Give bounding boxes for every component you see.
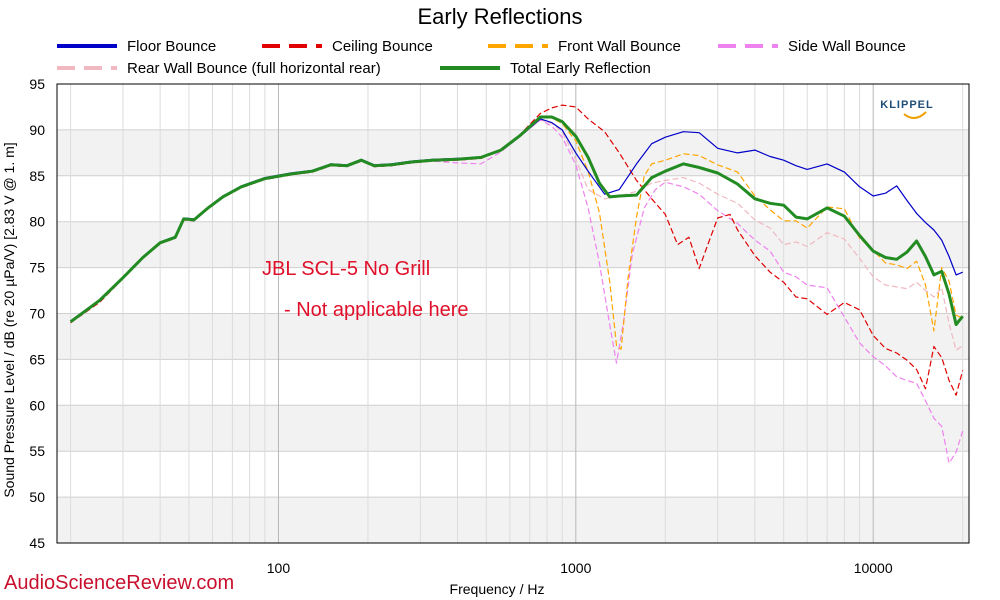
- legend: Floor Bounce Ceiling Bounce Front Wall Bou…: [57, 38, 906, 77]
- band: [57, 405, 969, 452]
- series-line-total-early-reflection: [69, 115, 964, 326]
- legend-label: Front Wall Bounce: [558, 38, 681, 55]
- legend-item: Floor Bounce: [57, 38, 216, 55]
- band: [57, 221, 969, 268]
- y-axis-label: Sound Pressure Level / dB (re 20 µPa/V) …: [1, 142, 17, 497]
- legend-item: Ceiling Bounce: [262, 38, 433, 55]
- legend-label: Side Wall Bounce: [788, 38, 906, 55]
- x-tick-label: 1000: [560, 560, 591, 576]
- legend-label: Ceiling Bounce: [332, 38, 433, 55]
- series-line-side-wall-bounce: [70, 119, 964, 464]
- y-tick-label: 45: [29, 535, 45, 551]
- klippel-logo-swoosh: [903, 111, 927, 119]
- klippel-logo-text: KLIPPEL: [880, 99, 933, 111]
- y-tick-label: 75: [29, 260, 45, 276]
- legend-label: Total Early Reflection: [510, 60, 651, 77]
- x-tick-label: 10000: [854, 560, 893, 576]
- legend-label: Floor Bounce: [127, 38, 216, 55]
- band: [57, 129, 969, 176]
- series-line-rear-wall-bounce-full-horizontal-rear: [70, 119, 964, 351]
- legend-item: Rear Wall Bounce (full horizontal rear): [57, 60, 381, 77]
- x-tick-label: 100: [267, 560, 291, 576]
- legend-label: Rear Wall Bounce (full horizontal rear): [127, 60, 381, 77]
- series-layer: [69, 104, 964, 464]
- y-tick-label: 95: [29, 76, 45, 92]
- y-tick-label: 80: [29, 214, 45, 230]
- band: [57, 497, 969, 543]
- legend-item: Front Wall Bounce: [488, 38, 681, 55]
- y-tick-label: 50: [29, 489, 45, 505]
- annotation-note: - Not applicable here: [284, 299, 469, 321]
- annotation-model: JBL SCL-5 No Grill: [262, 258, 430, 280]
- y-tick-label: 55: [29, 443, 45, 459]
- chart-title: Early Reflections: [417, 4, 582, 29]
- y-tick-label: 90: [29, 122, 45, 138]
- watermark: AudioScienceReview.com: [4, 572, 234, 594]
- y-tick-label: 70: [29, 306, 45, 322]
- legend-item: Total Early Reflection: [440, 60, 651, 77]
- klippel-logo: KLIPPEL: [880, 99, 933, 119]
- y-tick-label: 85: [29, 168, 45, 184]
- tick-labels: 45 50 55 60 65 70 75 80 85 90 95 100 1000 10000: [29, 76, 892, 576]
- y-tick-label: 65: [29, 351, 45, 367]
- legend-item: Side Wall Bounce: [718, 38, 906, 55]
- plot-frame: [56, 83, 970, 544]
- x-axis-label: Frequency / Hz: [450, 581, 545, 597]
- y-tick-label: 60: [29, 397, 45, 413]
- band: [57, 313, 969, 360]
